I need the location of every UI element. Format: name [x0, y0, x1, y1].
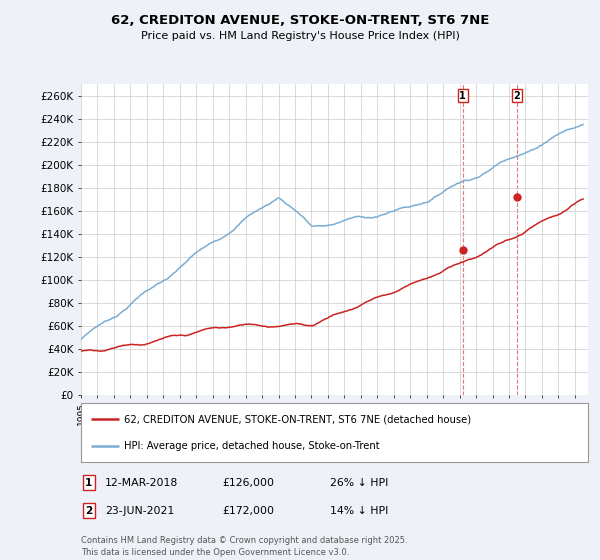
Text: 23-JUN-2021: 23-JUN-2021: [105, 506, 174, 516]
Text: £126,000: £126,000: [222, 478, 274, 488]
Text: 62, CREDITON AVENUE, STOKE-ON-TRENT, ST6 7NE: 62, CREDITON AVENUE, STOKE-ON-TRENT, ST6…: [111, 14, 489, 27]
Text: 2: 2: [85, 506, 92, 516]
Text: HPI: Average price, detached house, Stoke-on-Trent: HPI: Average price, detached house, Stok…: [124, 441, 380, 451]
Text: 12-MAR-2018: 12-MAR-2018: [105, 478, 178, 488]
Text: 1: 1: [85, 478, 92, 488]
Text: 26% ↓ HPI: 26% ↓ HPI: [330, 478, 388, 488]
Text: 62, CREDITON AVENUE, STOKE-ON-TRENT, ST6 7NE (detached house): 62, CREDITON AVENUE, STOKE-ON-TRENT, ST6…: [124, 414, 471, 424]
Text: £172,000: £172,000: [222, 506, 274, 516]
Text: Contains HM Land Registry data © Crown copyright and database right 2025.
This d: Contains HM Land Registry data © Crown c…: [81, 536, 407, 557]
Text: 14% ↓ HPI: 14% ↓ HPI: [330, 506, 388, 516]
Text: 1: 1: [460, 91, 466, 100]
Text: 2: 2: [514, 91, 520, 100]
Text: Price paid vs. HM Land Registry's House Price Index (HPI): Price paid vs. HM Land Registry's House …: [140, 31, 460, 41]
